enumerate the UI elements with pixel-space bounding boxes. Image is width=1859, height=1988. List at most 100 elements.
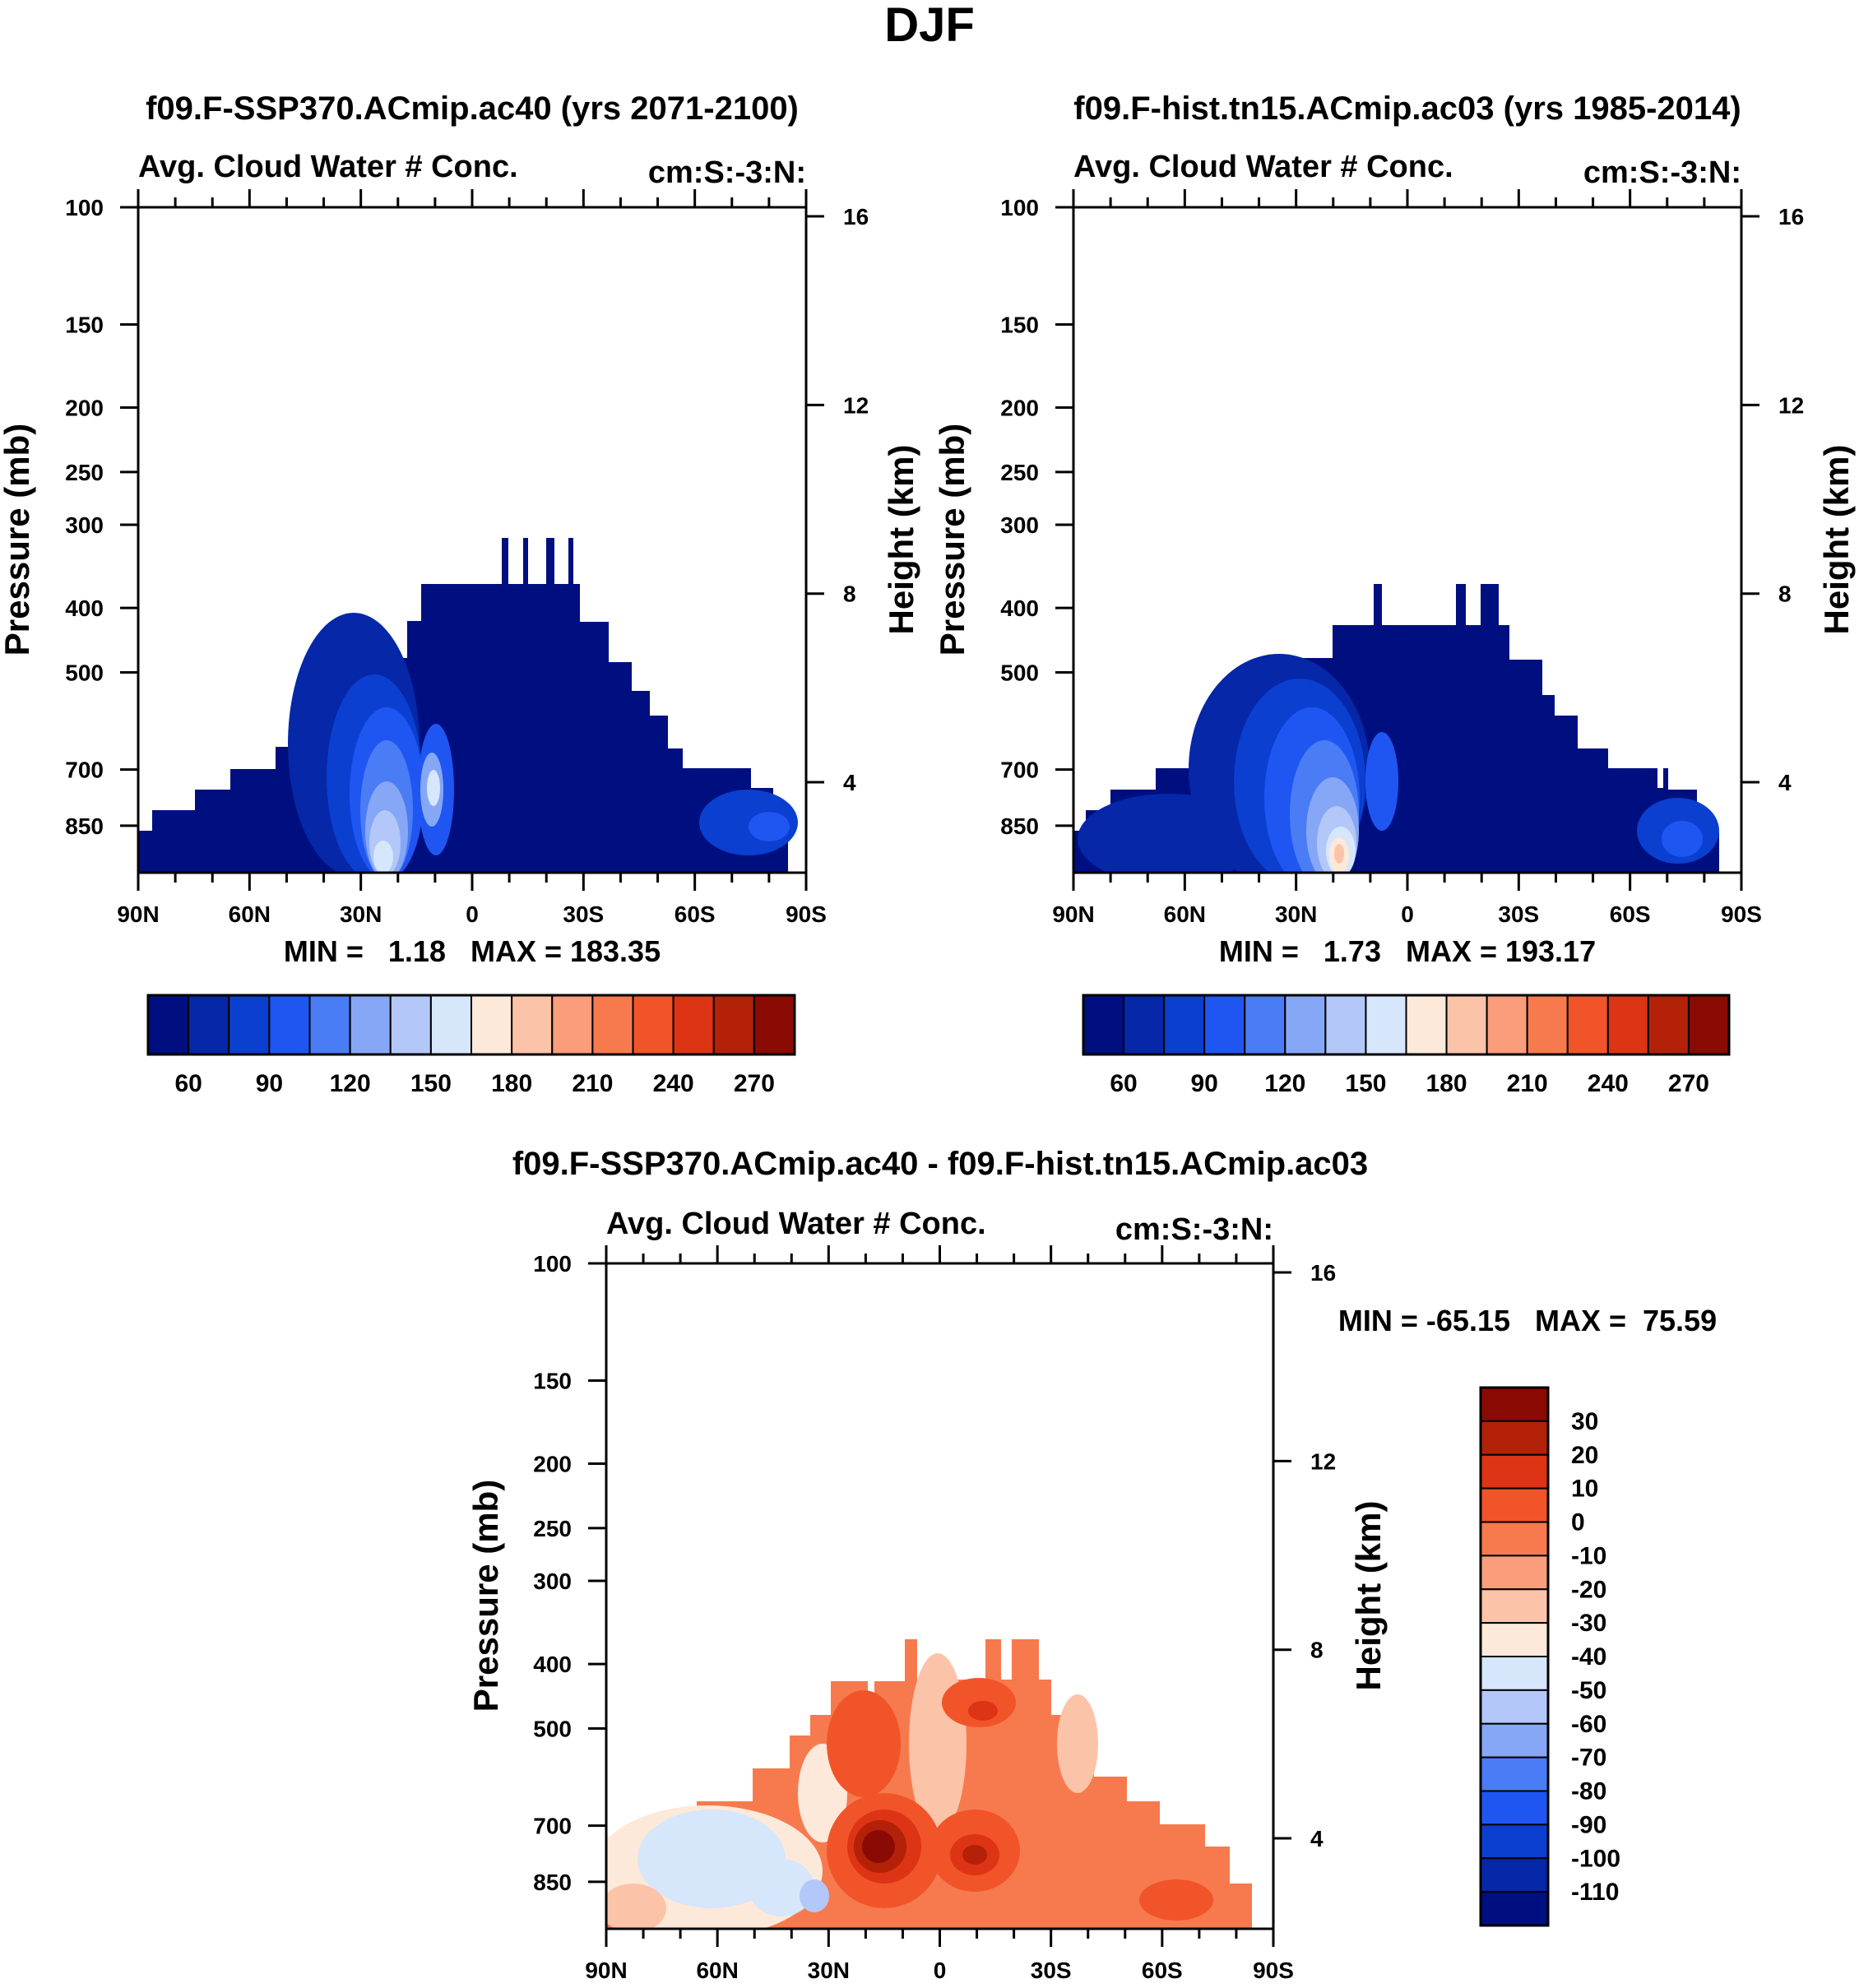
colorbar-swatch: [672, 994, 715, 1055]
colorbar-label: 270: [734, 1070, 775, 1097]
colorbar-frame: [1082, 994, 1731, 1056]
colorbar: 60 90 120 150 180 210 240 270: [1082, 994, 1731, 1097]
colorbar-label: 180: [1426, 1070, 1467, 1097]
colorbar-label: -50: [1571, 1677, 1606, 1704]
lat-tick-label: 60S: [675, 901, 716, 927]
lat-tick-label: 60N: [229, 901, 271, 927]
pressure-axis: 100 150 200 250 300 400 500 700 850: [65, 195, 138, 839]
pressure-tick-label: 300: [65, 512, 104, 538]
colorbar-swatch: [1480, 1689, 1549, 1725]
colorbar-swatch: [1480, 1387, 1549, 1422]
panel-historical: f09.F-hist.tn15.ACmip.ac03 (yrs 1985-201…: [933, 90, 1856, 1097]
colorbar-swatch: [471, 994, 513, 1055]
colorbar-swatch: [1480, 1857, 1549, 1893]
panel-subtitle-units: cm:S:-3:N:: [1115, 1212, 1273, 1247]
colorbar-label: 60: [174, 1070, 202, 1097]
figure-title: DJF: [884, 0, 975, 52]
colorbar-swatch: [1405, 994, 1448, 1055]
height-tick-label: 8: [1778, 582, 1792, 607]
panel-subtitle-units: cm:S:-3:N:: [648, 155, 806, 190]
stats-label: MIN = 1.73 MAX = 193.17: [1219, 934, 1596, 968]
pressure-tick-label: 400: [533, 1652, 572, 1677]
lat-tick-label: 0: [1401, 901, 1414, 927]
colorbar-swatch: [1480, 1555, 1549, 1591]
pressure-tick-label: 100: [65, 195, 104, 220]
pressure-tick-label: 200: [65, 396, 104, 421]
colorbar-swatch: [591, 994, 634, 1055]
lat-tick-label: 60N: [696, 1958, 738, 1983]
pressure-tick-label: 400: [65, 595, 104, 621]
pressure-axis: 100 150 200 250 300 400 500 700 850: [1000, 195, 1073, 839]
lat-tick-label: 0: [934, 1958, 947, 1983]
pressure-tick-label: 500: [533, 1716, 572, 1741]
pressure-tick-label: 700: [1000, 758, 1039, 783]
colorbar-label: 210: [572, 1070, 613, 1097]
colorbar-swatch: [1324, 994, 1367, 1055]
pressure-tick-label: 300: [533, 1569, 572, 1594]
colorbar-label: 0: [1571, 1509, 1585, 1536]
colorbar-label: 10: [1571, 1476, 1598, 1503]
colorbar-swatch: [1606, 994, 1649, 1055]
panel-title: f09.F-hist.tn15.ACmip.ac03 (yrs 1985-201…: [1073, 90, 1741, 127]
panel-title: f09.F-SSP370.ACmip.ac40 (yrs 2071-2100): [146, 90, 799, 127]
pressure-tick-label: 250: [1000, 460, 1039, 485]
contour-field: [138, 538, 798, 873]
colorbar-swatch: [429, 994, 472, 1055]
colorbar-label: -10: [1571, 1542, 1606, 1569]
lat-tick-label: 90S: [786, 901, 827, 927]
latitude-axis: 90N 60N 30N 0 30S 60S 90S: [585, 1245, 1294, 1983]
y-axis-label: Pressure (mb): [0, 424, 36, 656]
height-axis: 4 8 12 16: [1741, 204, 1804, 795]
colorbar-label: -100: [1571, 1845, 1620, 1872]
colorbar-swatch: [147, 994, 190, 1055]
colorbar-swatch: [1480, 1823, 1549, 1860]
colorbar-swatch: [1486, 994, 1528, 1055]
colorbar-label: 150: [410, 1070, 452, 1097]
colorbar-label: -80: [1571, 1778, 1606, 1805]
colorbar-swatch: [1203, 994, 1246, 1055]
stats-label: MIN = 1.18 MAX = 183.35: [284, 934, 661, 968]
colorbar-swatch: [1480, 1656, 1549, 1691]
colorbar-swatch: [1365, 994, 1407, 1055]
colorbar-label: 120: [330, 1070, 371, 1097]
lat-tick-label: 60S: [1610, 901, 1651, 927]
colorbar-frame: [146, 994, 796, 1056]
pressure-tick-label: 850: [1000, 813, 1039, 839]
colorbar-swatch: [511, 994, 554, 1055]
pressure-tick-label: 400: [1000, 595, 1039, 621]
lat-tick-label: 30S: [1498, 901, 1539, 927]
colorbar-label: -60: [1571, 1711, 1606, 1738]
panel-subtitle-left: Avg. Cloud Water # Conc.: [606, 1207, 986, 1241]
colorbar-swatch: [1123, 994, 1166, 1055]
colorbar-swatch: [1480, 1487, 1549, 1523]
colorbar: 30 20 10 0 -10 -20 -30 -40 -50 -60 -70 -80 -90 -100 -1…: [1479, 1386, 1620, 1927]
panel-subtitle-units: cm:S:-3:N:: [1583, 155, 1741, 190]
colorbar-swatch: [268, 994, 311, 1055]
colorbar-label: 90: [1191, 1070, 1218, 1097]
colorbar-frame: [1479, 1386, 1550, 1927]
colorbar-swatch: [1480, 1622, 1549, 1657]
colorbar-swatch: [753, 994, 795, 1055]
colorbar-label: 210: [1507, 1070, 1548, 1097]
colorbar-swatch: [1480, 1588, 1549, 1624]
pressure-tick-label: 300: [1000, 512, 1039, 538]
latitude-axis: 90N 60N 30N 0 30S 60S 90S: [1052, 189, 1762, 927]
colorbar-label: -30: [1571, 1610, 1606, 1637]
colorbar-swatch: [1284, 994, 1327, 1055]
colorbar-swatch: [188, 994, 230, 1055]
pressure-tick-label: 850: [65, 813, 104, 839]
pressure-tick-label: 250: [65, 460, 104, 485]
height-tick-label: 4: [1778, 770, 1792, 795]
y-axis-right-label: Height (km): [1349, 1501, 1388, 1691]
colorbar-swatch: [1480, 1420, 1549, 1456]
colorbar-swatch: [1480, 1891, 1549, 1926]
colorbar-swatch: [712, 994, 755, 1055]
colorbar-swatch: [1244, 994, 1286, 1055]
pressure-tick-label: 700: [65, 758, 104, 783]
lat-tick-label: 30N: [808, 1958, 850, 1983]
colorbar-label: 90: [256, 1070, 283, 1097]
lat-tick-label: 60N: [1164, 901, 1206, 927]
height-tick-label: 16: [1778, 204, 1804, 229]
lat-tick-label: 30S: [1031, 1958, 1072, 1983]
colorbar-swatch: [551, 994, 594, 1055]
